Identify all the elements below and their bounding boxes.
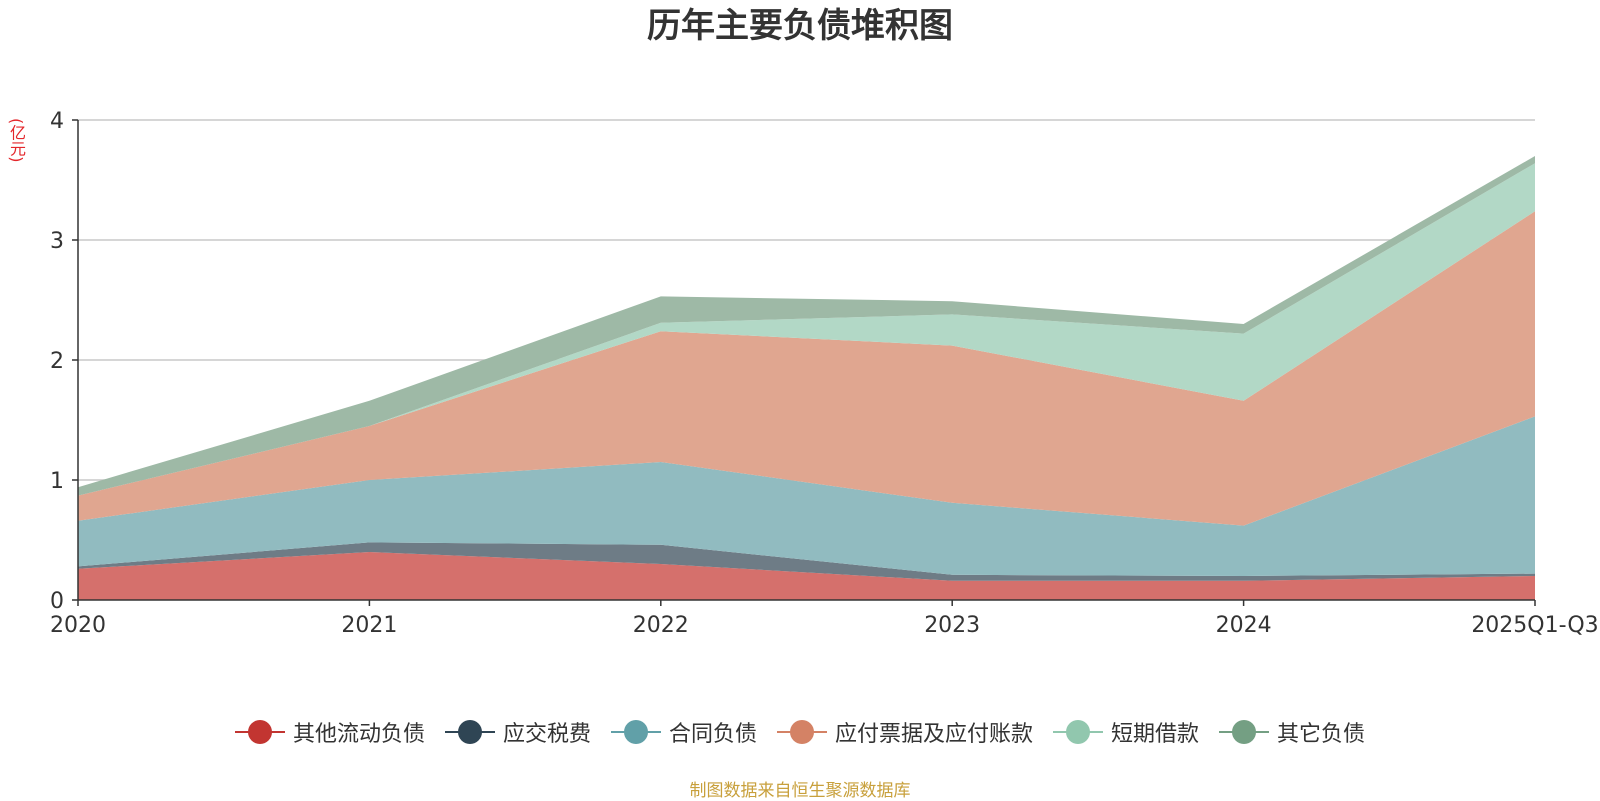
legend-marker-dot [247,720,272,744]
legend-marker-icon [444,719,495,745]
legend-marker-icon [777,719,827,745]
legend-item[interactable]: 应付票据及应付账款 [777,716,1033,748]
stacked-areas [78,156,1535,600]
x-tick-label: 2021 [341,613,397,638]
legend-label: 应付票据及应付账款 [835,722,1034,747]
legend-label: 短期借款 [1111,722,1200,747]
y-axis-unit-label: (亿元) [7,118,26,163]
x-tick-label: 2024 [1216,613,1272,638]
x-tick-label: 2023 [924,613,980,638]
y-tick-label: 0 [50,589,64,614]
area-series-3 [78,211,1535,526]
axes: 0 1 2 3 4 2020 2021 2022 2023 2024 2025Q1-Q3 [50,109,1599,638]
chart-title: 历年主要负债堆积图 [647,6,953,46]
legend-label: 应交税费 [502,722,591,747]
chart-canvas: 0 1 2 3 4 2020 2021 2022 2023 2024 2025Q1-Q3 [50,109,1599,638]
area-series-1 [78,542,1535,581]
x-tick-label: 2025Q1-Q3 [1471,613,1598,638]
legend-marker-dot [1066,720,1091,744]
legend-item[interactable]: 应交税费 [444,716,591,748]
legend-marker-icon [610,719,661,745]
legend-marker-dot [623,720,648,744]
legend-item[interactable]: 短期借款 [1053,716,1199,748]
legend-label: 合同负债 [668,722,757,747]
y-tick-label: 2 [50,349,64,374]
legend-marker-dot [457,720,482,744]
area-series-5 [78,156,1535,496]
legend-item[interactable]: 其他流动负债 [234,716,425,748]
y-tick-label: 3 [50,229,64,254]
legend-marker-dot [790,720,814,744]
legend-label: 其它负债 [1277,722,1366,747]
x-tick-label: 2020 [50,613,106,638]
y-tick-label: 4 [50,109,64,134]
legend: 其他流动负债 应交税费 合同负债 应付票据及应付账款 短期借款 其它负债 [0,716,1600,748]
legend-marker-dot [1232,720,1257,744]
legend-item[interactable]: 合同负债 [610,716,757,748]
legend-marker-icon [1219,719,1270,745]
legend-marker-icon [234,719,285,745]
legend-item[interactable]: 其它负债 [1219,716,1365,748]
source-note: 制图数据来自恒生聚源数据库 [689,781,911,801]
legend-label: 其他流动负债 [292,722,425,747]
legend-marker-icon [1053,719,1104,745]
area-series-4 [78,163,1535,496]
area-series-0 [78,552,1535,600]
y-tick-label: 1 [50,469,64,494]
x-tick-label: 2022 [633,613,689,638]
area-series-2 [78,416,1535,576]
